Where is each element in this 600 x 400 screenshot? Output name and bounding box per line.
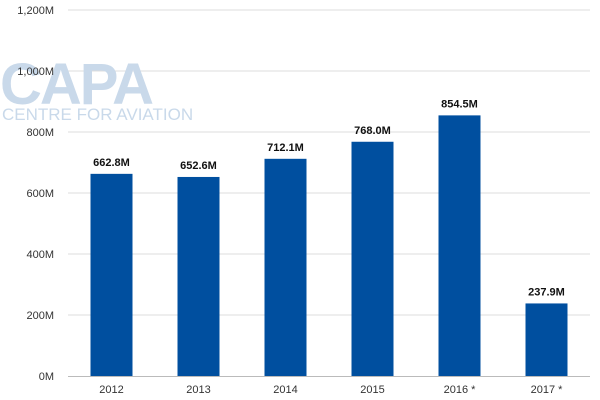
- x-axis-ticks: 2012 2013 2014 2015 2016 * 2017 *: [99, 384, 563, 396]
- x-tick-label: 2015: [360, 384, 384, 396]
- data-label: 712.1M: [267, 142, 304, 154]
- bar: [264, 158, 307, 376]
- bar: [438, 115, 481, 376]
- bar: [177, 176, 220, 376]
- bar: [351, 141, 394, 376]
- y-tick-label: 600M: [26, 188, 54, 200]
- y-tick-label: 200M: [26, 310, 54, 322]
- x-tick-label: 2013: [186, 384, 210, 396]
- data-label: 662.8M: [93, 157, 130, 169]
- watermark-brand: CAPA: [0, 52, 153, 117]
- data-label: 768.0M: [354, 125, 391, 137]
- bar: [90, 173, 133, 376]
- x-tick-label: 2012: [99, 384, 123, 396]
- y-tick-label: 1,200M: [17, 5, 54, 17]
- y-tick-label: 1,000M: [17, 66, 54, 78]
- data-label: 854.5M: [441, 98, 478, 110]
- y-axis-ticks: 0M 200M 400M 600M 800M 1,000M 1,200M: [17, 5, 54, 383]
- grid-lines: [68, 9, 590, 316]
- x-tick-label: 2016 *: [444, 384, 477, 396]
- y-tick-label: 400M: [26, 249, 54, 261]
- data-label: 652.6M: [180, 160, 217, 172]
- watermark-tagline: CENTRE FOR AVIATION: [2, 105, 193, 124]
- capa-watermark: CAPA CENTRE FOR AVIATION: [0, 52, 193, 124]
- data-labels: 662.8M 652.6M 712.1M 768.0M 854.5M 237.9M: [93, 98, 565, 298]
- y-tick-label: 0M: [39, 371, 54, 383]
- y-tick-label: 800M: [26, 127, 54, 139]
- bar: [525, 303, 568, 376]
- x-tick-label: 2017 *: [531, 384, 564, 396]
- bars: [90, 115, 568, 376]
- data-label: 237.9M: [528, 286, 565, 298]
- x-tick-label: 2014: [273, 384, 297, 396]
